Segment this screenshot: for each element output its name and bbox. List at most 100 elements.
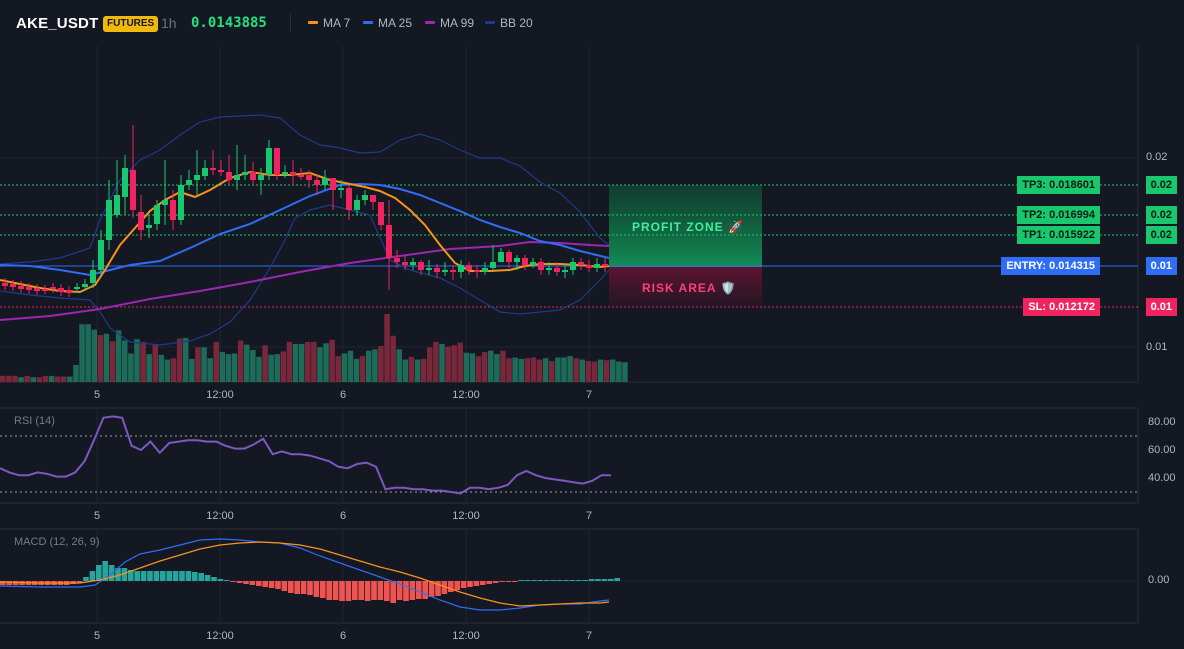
- macd-hist-bar: [403, 581, 409, 601]
- candle-body: [154, 205, 160, 224]
- volume-bar: [225, 354, 232, 382]
- macd-hist-bar: [307, 581, 313, 595]
- volume-bar: [323, 343, 329, 382]
- macd-hist-bar: [217, 579, 224, 581]
- volume-bar: [256, 356, 262, 382]
- candle-body: [546, 268, 552, 270]
- macd-hist-bar: [377, 581, 384, 600]
- volume-bar: [512, 357, 518, 382]
- volume-bar: [439, 343, 445, 382]
- volume-bar: [329, 339, 335, 382]
- candle-body: [370, 195, 376, 202]
- volume-bar: [134, 339, 140, 382]
- macd-hist-bar: [505, 581, 512, 582]
- profit-zone: [609, 185, 762, 267]
- candle-body: [194, 175, 200, 180]
- tp3-value: 0.02: [1145, 176, 1177, 194]
- volume-bar: [366, 350, 372, 382]
- volume-bar: [54, 376, 61, 382]
- macd-hist-bar: [588, 579, 595, 581]
- volume-bar: [219, 352, 226, 382]
- volume-bar: [115, 330, 122, 382]
- candle-body: [290, 172, 296, 175]
- candle-body: [258, 175, 264, 180]
- macd-hist-bar: [422, 581, 428, 599]
- bb20-swatch: [485, 21, 495, 25]
- macd-hist-bar: [582, 580, 588, 581]
- macd-hist-bar: [454, 581, 460, 590]
- macd-hist-bar: [140, 571, 147, 581]
- candle-body: [386, 225, 392, 258]
- macd-hist-bar: [12, 581, 19, 585]
- candle-body: [434, 268, 440, 272]
- entry-value: 0.01: [1145, 257, 1177, 275]
- macd-hist-bar: [243, 581, 249, 584]
- time-axis-label: 7: [585, 389, 593, 401]
- sl-label: SL: 0.012172: [1023, 298, 1100, 316]
- time-axis-label: 12:00: [452, 510, 480, 522]
- volume-bar: [451, 345, 457, 382]
- candle-body: [490, 262, 496, 268]
- legend-ma25[interactable]: MA 25: [363, 16, 412, 30]
- chart-header: AKE_USDT FUTURES 1h 0.0143885 MA 7 MA 25…: [0, 0, 1184, 46]
- candle-body: [242, 172, 248, 175]
- volume-bar: [488, 350, 494, 382]
- macd-hist-bar: [320, 581, 326, 598]
- rsi-axis-label: 60.00: [1148, 444, 1176, 456]
- volume-bar: [30, 377, 36, 382]
- legend-bb20[interactable]: BB 20: [485, 16, 533, 30]
- volume-bar: [518, 358, 524, 382]
- macd-hist-bar: [121, 568, 128, 581]
- macd-hist-bar: [262, 581, 268, 587]
- time-axis-label: 12:00: [452, 389, 480, 401]
- candle-body: [514, 258, 520, 262]
- volume-bar: [317, 347, 323, 382]
- volume-bar: [500, 350, 506, 382]
- symbol-title[interactable]: AKE_USDT: [16, 15, 99, 32]
- macd-line: [0, 538, 610, 611]
- legend-ma7[interactable]: MA 7: [308, 16, 350, 30]
- macd-hist-bar: [448, 581, 454, 592]
- macd-hist-bar: [352, 581, 358, 600]
- price-axis-label: 0.02: [1146, 151, 1168, 163]
- volume-bar: [122, 340, 128, 382]
- macd-hist-bar: [492, 581, 499, 583]
- bb-upper: [0, 114, 610, 265]
- macd-hist-bar: [544, 580, 550, 581]
- volume-bar: [567, 356, 573, 382]
- macd-hist-bar: [473, 581, 480, 586]
- candle-body: [482, 268, 488, 272]
- macd-hist-bar: [102, 561, 108, 581]
- macd-hist-bar: [6, 581, 12, 585]
- macd-hist-bar: [460, 581, 467, 588]
- macd-hist-bar: [480, 581, 486, 585]
- volume-bar: [18, 377, 24, 382]
- time-axis-label: 5: [93, 389, 101, 401]
- volume-bar: [207, 358, 213, 382]
- volume-bar: [183, 337, 189, 382]
- macd-hist-bar: [134, 571, 140, 581]
- timeframe-label[interactable]: 1h: [161, 15, 177, 31]
- volume-bar: [549, 360, 555, 382]
- volume-bar: [103, 333, 110, 382]
- volume-bar: [335, 356, 341, 382]
- volume-bar: [262, 345, 268, 382]
- candle-body: [162, 200, 168, 205]
- ma99-swatch: [425, 21, 435, 25]
- entry-label: ENTRY: 0.014315: [1001, 257, 1100, 275]
- candle-body: [122, 168, 128, 197]
- volume-bar: [530, 357, 537, 382]
- macd-signal-line: [0, 541, 610, 607]
- candle-body: [210, 168, 216, 170]
- volume-bar: [341, 353, 348, 382]
- volume-bar: [48, 375, 55, 382]
- volume-bar: [591, 361, 598, 382]
- legend-ma99[interactable]: MA 99: [425, 16, 474, 30]
- candle-body: [282, 172, 288, 175]
- time-axis-label: 6: [339, 630, 347, 642]
- macd-hist-bar: [428, 581, 435, 597]
- candle-body: [378, 202, 384, 225]
- volume-bar: [128, 353, 134, 382]
- time-axis-label: 12:00: [206, 389, 234, 401]
